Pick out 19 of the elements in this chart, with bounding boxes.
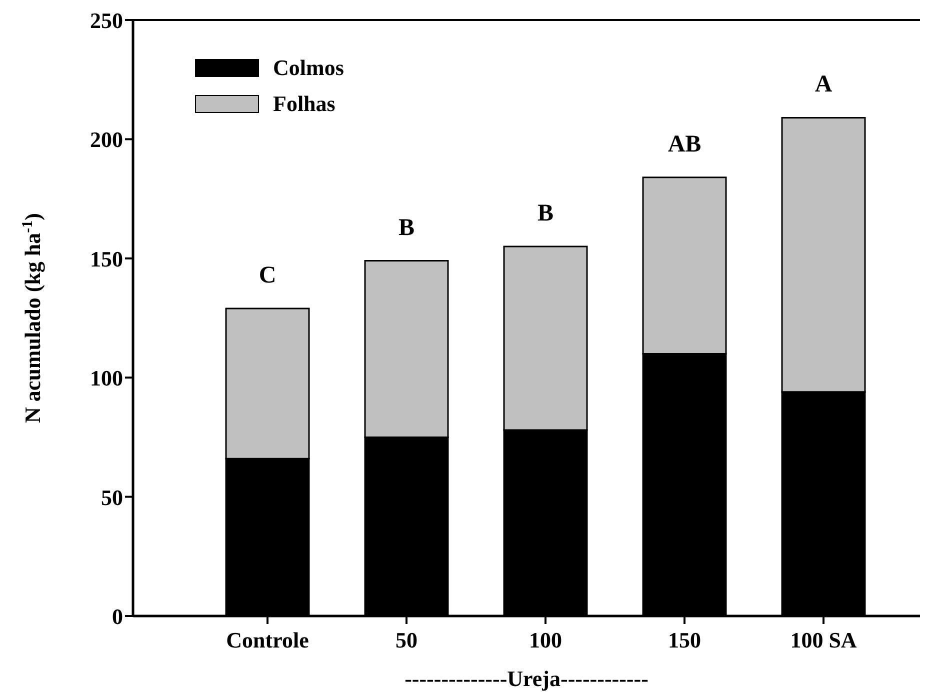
y-tick-label: 150 xyxy=(90,246,123,272)
x-tick-label: 150 xyxy=(668,628,701,653)
y-tick-label: 200 xyxy=(90,127,123,152)
y-tick-label: 250 xyxy=(90,8,123,33)
x-tick-label: 100 SA xyxy=(790,628,857,653)
y-tick-label: 0 xyxy=(112,604,123,629)
annotation: B xyxy=(398,214,415,241)
x-tick-label: 100 xyxy=(529,628,562,653)
annotation: C xyxy=(258,262,276,288)
legend-label: Folhas xyxy=(273,91,336,117)
annotation: AB xyxy=(668,131,702,158)
x-axis-title: --------------Ureja------------ xyxy=(404,666,648,691)
x-tick-label: Controle xyxy=(226,628,310,653)
y-tick-label: 100 xyxy=(90,366,123,391)
legend-label: Colmos xyxy=(273,55,344,81)
annotation: A xyxy=(814,72,833,98)
x-tick-label: 50 xyxy=(396,628,418,653)
y-tick-label: 50 xyxy=(101,484,123,510)
annotation: B xyxy=(537,200,554,226)
